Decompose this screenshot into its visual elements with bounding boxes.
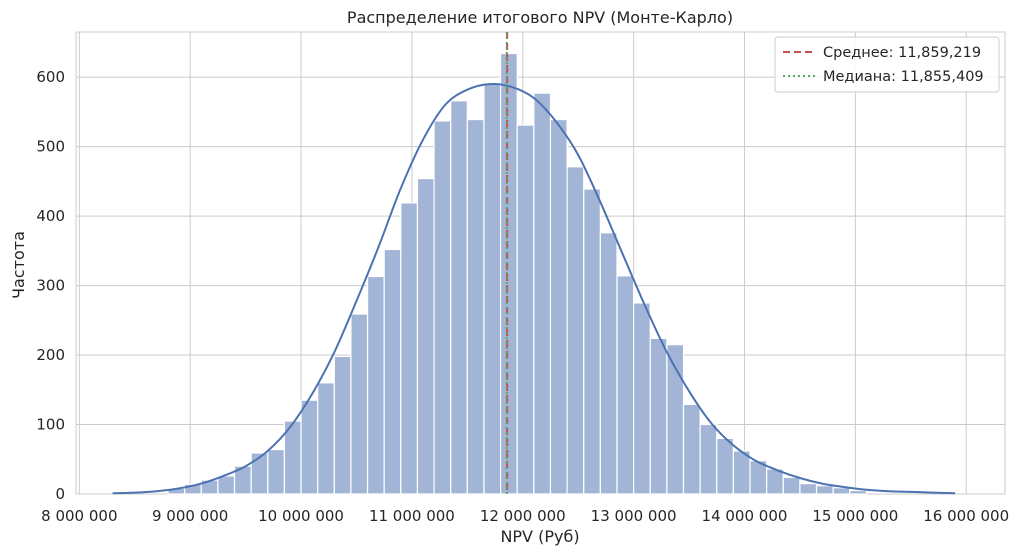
histogram-bar	[649, 337, 668, 495]
x-tick-label: 12 000 000	[480, 507, 566, 525]
y-tick-label: 300	[36, 277, 65, 295]
x-gridlines	[78, 32, 967, 494]
legend-box	[774, 36, 1000, 93]
x-tick-labels: 8 000 000 9 000 000 10 000 000 11 000 000 12…	[41, 507, 1009, 525]
histogram-bar	[682, 403, 701, 495]
histogram-bar	[599, 232, 618, 495]
histogram-bar	[699, 423, 718, 495]
legend-median-label: Медиана: 11,855,409	[823, 69, 984, 85]
histogram-bar	[799, 482, 818, 495]
histogram-bar	[300, 399, 319, 495]
histogram-bar	[533, 92, 552, 495]
histogram-bar	[616, 275, 635, 495]
histogram-bar	[832, 487, 851, 495]
x-tick-label: 15 000 000	[812, 507, 898, 525]
x-tick-label: 11 000 000	[369, 507, 455, 525]
histogram-bar	[217, 475, 236, 495]
histogram-bar	[716, 437, 734, 495]
y-tick-label: 200	[36, 346, 65, 364]
kde-curve	[112, 82, 956, 495]
chart-title: Распределение итогового NPV (Монте-Карло…	[347, 8, 733, 27]
x-tick-label: 9 000 000	[152, 507, 228, 525]
histogram-bar	[466, 118, 485, 495]
histogram-bars	[167, 52, 868, 495]
y-tick-label: 500	[36, 138, 65, 156]
histogram-bar	[815, 485, 834, 495]
histogram-bar	[566, 166, 585, 495]
x-tick-label: 16 000 000	[923, 507, 1009, 525]
histogram-bar	[366, 275, 385, 495]
x-tick-label: 14 000 000	[702, 507, 788, 525]
legend: Среднее: 11,859,219 Медиана: 11,855,409	[774, 36, 1000, 93]
histogram-bar	[450, 100, 468, 495]
histogram-bar	[267, 448, 286, 495]
y-tick-label: 600	[36, 68, 65, 86]
histogram-bar	[516, 124, 535, 495]
y-tick-label: 400	[36, 207, 65, 225]
histogram-bar	[549, 118, 568, 495]
histogram-bar	[583, 188, 601, 495]
histogram-bar	[250, 452, 269, 495]
x-tick-label: 10 000 000	[258, 507, 344, 525]
y-tick-label: 100	[36, 416, 65, 434]
histogram-bar	[732, 450, 751, 495]
histogram-bar	[633, 302, 651, 495]
y-axis-label: Частота	[9, 231, 28, 299]
histogram-bar	[400, 202, 419, 495]
histogram-bar	[350, 313, 369, 495]
y-tick-label: 0	[55, 485, 65, 503]
histogram-bar	[782, 476, 801, 495]
x-tick-label: 13 000 000	[591, 507, 677, 525]
x-axis-label: NPV (Руб)	[500, 527, 579, 546]
histogram-bar	[766, 468, 784, 495]
x-tick-label: 8 000 000	[41, 507, 117, 525]
histogram-bar	[383, 248, 402, 495]
histogram-bar	[317, 382, 335, 495]
histogram-bar	[416, 177, 435, 495]
legend-mean-label: Среднее: 11,859,219	[823, 45, 981, 61]
histogram-bar	[433, 120, 452, 495]
histogram-bar	[849, 489, 868, 495]
y-tick-labels: 0 100 200 300 400 500 600	[36, 68, 65, 503]
histogram-bar	[333, 355, 352, 495]
histogram-bar	[499, 52, 518, 495]
histogram-bar	[483, 83, 502, 495]
